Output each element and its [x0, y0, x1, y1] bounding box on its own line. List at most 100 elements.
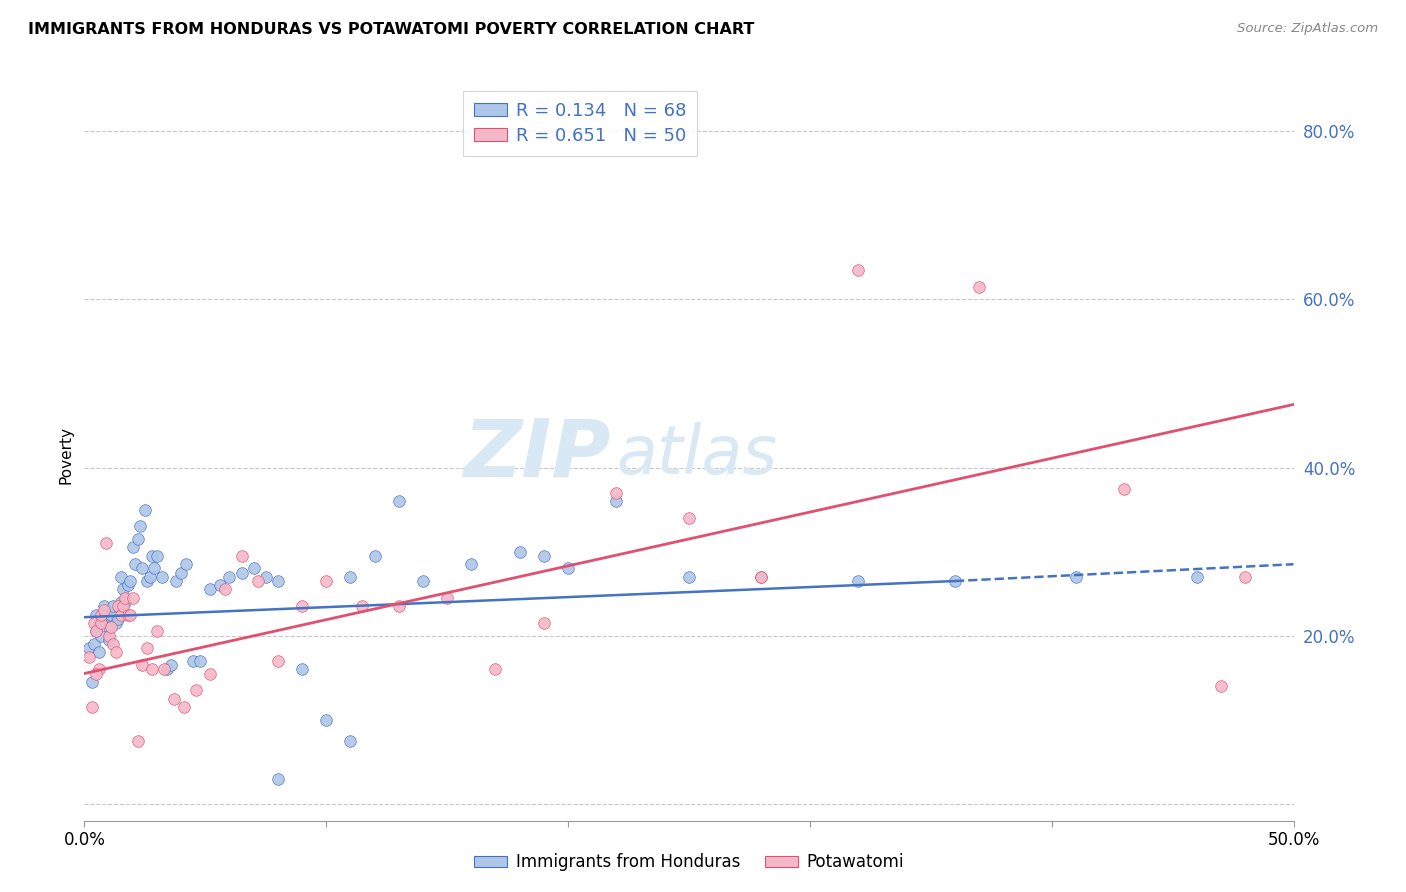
Point	[100, 620, 122, 634]
Point	[93, 599, 115, 614]
Point	[127, 532, 149, 546]
Point	[121, 591, 143, 605]
Point	[190, 654, 212, 668]
Point	[83, 616, 105, 631]
Text: IMMIGRANTS FROM HONDURAS VS POTAWATOMI POVERTY CORRELATION CHART: IMMIGRANTS FROM HONDURAS VS POTAWATOMI P…	[28, 22, 755, 37]
Point	[107, 599, 129, 614]
Point	[198, 666, 221, 681]
Point	[533, 549, 555, 563]
Point	[97, 632, 120, 647]
Point	[557, 561, 579, 575]
Point	[112, 582, 135, 597]
Point	[120, 607, 142, 622]
Point	[146, 624, 169, 639]
Point	[103, 599, 125, 614]
Text: ZIP: ZIP	[463, 416, 610, 494]
Point	[93, 603, 115, 617]
Point	[218, 570, 240, 584]
Point	[184, 683, 207, 698]
Point	[97, 620, 120, 634]
Point	[110, 595, 132, 609]
Point	[129, 519, 152, 533]
Point	[87, 616, 110, 631]
Point	[846, 263, 869, 277]
Point	[131, 561, 153, 575]
Point	[136, 574, 159, 588]
Point	[107, 612, 129, 626]
Point	[87, 662, 110, 676]
Point	[291, 599, 314, 614]
Point	[605, 485, 627, 500]
Point	[141, 662, 163, 676]
Point	[170, 566, 193, 580]
Point	[77, 649, 100, 664]
Point	[114, 595, 136, 609]
Point	[509, 544, 531, 558]
Point	[90, 607, 112, 622]
Point	[1234, 570, 1257, 584]
Point	[363, 549, 385, 563]
Point	[117, 578, 139, 592]
Point	[90, 616, 112, 631]
Point	[112, 599, 135, 614]
Point	[242, 561, 264, 575]
Point	[846, 574, 869, 588]
Point	[100, 607, 122, 622]
Point	[86, 666, 108, 681]
Point	[174, 558, 197, 572]
Point	[267, 772, 290, 786]
Point	[163, 691, 186, 706]
Point	[86, 624, 108, 639]
Point	[315, 713, 337, 727]
Point	[388, 599, 411, 614]
Point	[138, 570, 160, 584]
Point	[141, 549, 163, 563]
Point	[678, 511, 700, 525]
Point	[117, 607, 139, 622]
Point	[150, 570, 173, 584]
Point	[214, 582, 236, 597]
Point	[131, 658, 153, 673]
Point	[121, 541, 143, 555]
Point	[146, 549, 169, 563]
Point	[412, 574, 434, 588]
Point	[254, 570, 277, 584]
Point	[315, 574, 337, 588]
Point	[160, 658, 183, 673]
Point	[110, 570, 132, 584]
Point	[103, 637, 125, 651]
Point	[231, 566, 253, 580]
Point	[155, 662, 177, 676]
Point	[104, 645, 127, 659]
Point	[484, 662, 506, 676]
Point	[173, 700, 195, 714]
Point	[1114, 482, 1136, 496]
Point	[165, 574, 187, 588]
Point	[124, 558, 146, 572]
Point	[90, 629, 112, 643]
Point	[77, 641, 100, 656]
Point	[267, 574, 290, 588]
Point	[127, 733, 149, 747]
Point	[751, 570, 773, 584]
Point	[533, 616, 555, 631]
Point	[136, 641, 159, 656]
Point	[967, 279, 990, 293]
Point	[678, 570, 700, 584]
Text: atlas: atlas	[616, 422, 778, 488]
Point	[120, 574, 142, 588]
Point	[181, 654, 204, 668]
Point	[94, 607, 117, 622]
Point	[943, 574, 966, 588]
Point	[86, 624, 108, 639]
Point	[104, 616, 127, 631]
Point	[208, 578, 231, 592]
Point	[1185, 570, 1208, 584]
Point	[110, 607, 132, 622]
Point	[231, 549, 253, 563]
Point	[247, 574, 270, 588]
Point	[153, 662, 176, 676]
Point	[93, 607, 115, 622]
Point	[436, 591, 458, 605]
Legend: Immigrants from Honduras, Potawatomi: Immigrants from Honduras, Potawatomi	[467, 847, 911, 878]
